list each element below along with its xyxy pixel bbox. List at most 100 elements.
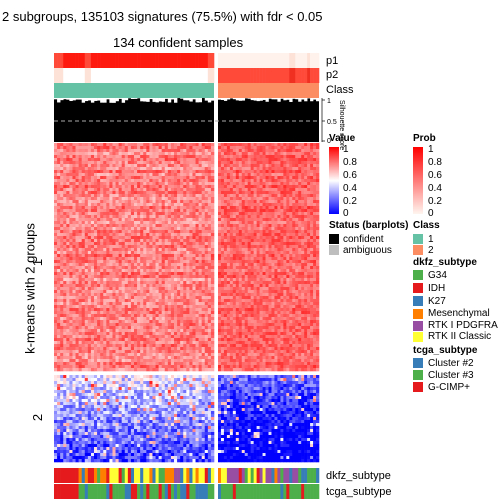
heatmap-cell bbox=[81, 296, 86, 300]
heatmap-cell bbox=[164, 287, 169, 291]
heatmap-cell bbox=[84, 287, 89, 291]
heatmap-cell bbox=[195, 245, 199, 249]
heatmap-cell bbox=[271, 197, 275, 201]
heatmap-cell bbox=[313, 299, 317, 303]
heatmap-cell bbox=[298, 197, 302, 201]
heatmap-cell bbox=[118, 158, 122, 162]
heatmap-cell bbox=[152, 254, 156, 258]
heatmap-cell bbox=[170, 176, 175, 180]
heatmap-cell bbox=[72, 194, 76, 198]
heatmap-cell bbox=[69, 287, 73, 291]
heatmap-cell bbox=[223, 146, 228, 150]
heatmap-cell bbox=[97, 281, 101, 285]
heatmap-cell bbox=[94, 176, 98, 180]
heatmap-cell bbox=[140, 236, 144, 240]
heatmap-cell bbox=[134, 266, 138, 270]
heatmap-cell bbox=[259, 284, 263, 288]
heatmap-cell bbox=[198, 209, 202, 213]
heatmap-cell bbox=[277, 218, 281, 222]
heatmap-cell bbox=[134, 197, 138, 201]
heatmap-cell bbox=[189, 221, 193, 225]
heatmap-cell bbox=[69, 311, 73, 315]
heatmap-cell bbox=[146, 203, 150, 207]
heatmap-cell bbox=[94, 215, 98, 219]
heatmap-cell bbox=[137, 212, 141, 216]
heatmap-cell bbox=[271, 245, 275, 249]
heatmap-cell bbox=[226, 305, 231, 309]
heatmap-cell bbox=[277, 254, 281, 258]
heatmap-cell bbox=[186, 149, 190, 153]
heatmap-cell bbox=[140, 146, 144, 150]
heatmap-cell bbox=[103, 248, 107, 252]
heatmap-cell bbox=[289, 236, 293, 240]
heatmap-cell bbox=[295, 284, 299, 288]
heatmap-cell bbox=[286, 218, 290, 222]
heatmap-cell bbox=[137, 218, 141, 222]
heatmap-cell bbox=[259, 314, 263, 318]
heatmap-cell bbox=[63, 230, 67, 234]
heatmap-cell bbox=[127, 155, 132, 159]
heatmap-cell bbox=[177, 212, 181, 216]
heatmap-cell bbox=[127, 227, 132, 231]
heatmap-cell bbox=[60, 194, 64, 198]
heatmap-cell bbox=[63, 308, 67, 312]
heatmap-cell bbox=[289, 314, 293, 318]
heatmap-cell bbox=[232, 272, 237, 276]
heatmap-cell bbox=[241, 302, 246, 306]
heatmap-cell bbox=[137, 257, 141, 261]
heatmap-cell bbox=[204, 254, 209, 258]
heatmap-cell bbox=[174, 272, 178, 276]
heatmap-cell bbox=[100, 242, 104, 246]
heatmap-cell bbox=[60, 260, 64, 264]
heatmap-cell bbox=[152, 287, 156, 291]
heatmap-cell bbox=[60, 314, 64, 318]
heatmap-cell bbox=[310, 155, 314, 159]
heatmap-cell bbox=[280, 221, 284, 225]
heatmap-cell bbox=[292, 143, 296, 147]
heatmap-cell bbox=[81, 146, 86, 150]
heatmap-cell bbox=[238, 203, 243, 207]
heatmap-cell bbox=[97, 209, 101, 213]
heatmap-cell bbox=[140, 233, 144, 237]
heatmap-cell bbox=[164, 227, 169, 231]
heatmap-cell bbox=[247, 290, 251, 294]
heatmap-cell bbox=[304, 242, 308, 246]
heatmap-cell bbox=[60, 248, 64, 252]
heatmap-cell bbox=[232, 152, 237, 156]
heatmap-cell bbox=[84, 263, 89, 267]
heatmap-cell bbox=[207, 236, 212, 240]
heatmap-cell bbox=[106, 311, 110, 315]
heatmap-cell bbox=[177, 224, 181, 228]
heatmap-cell bbox=[295, 314, 299, 318]
heatmap-cell bbox=[204, 251, 209, 255]
heatmap-cell bbox=[289, 185, 293, 189]
heatmap-cell bbox=[94, 161, 98, 165]
heatmap-cell bbox=[158, 254, 162, 258]
heatmap-cell bbox=[87, 266, 92, 270]
heatmap-cell bbox=[94, 182, 98, 186]
heatmap-cell bbox=[241, 308, 246, 312]
heatmap-cell bbox=[304, 218, 308, 222]
heatmap-cell bbox=[265, 251, 269, 255]
heatmap-cell bbox=[87, 287, 92, 291]
heatmap-cell bbox=[155, 275, 159, 279]
heatmap-cell bbox=[274, 257, 278, 261]
heatmap-cell bbox=[103, 254, 107, 258]
heatmap-cell bbox=[289, 293, 293, 297]
heatmap-cell bbox=[66, 227, 70, 231]
heatmap-cell bbox=[218, 161, 222, 165]
heatmap-cell bbox=[66, 254, 70, 258]
heatmap-cell bbox=[112, 251, 116, 255]
heatmap-cell bbox=[286, 293, 290, 297]
heatmap-cell bbox=[232, 227, 237, 231]
heatmap-cell bbox=[195, 158, 199, 162]
heatmap-cell bbox=[189, 290, 193, 294]
heatmap-cell bbox=[161, 251, 166, 255]
heatmap-cell bbox=[259, 203, 263, 207]
heatmap-cell bbox=[218, 281, 222, 285]
heatmap-cell bbox=[201, 197, 206, 201]
heatmap-cell bbox=[134, 308, 138, 312]
heatmap-cell bbox=[220, 263, 225, 267]
heatmap-cell bbox=[115, 293, 119, 297]
heatmap-cell bbox=[81, 230, 86, 234]
